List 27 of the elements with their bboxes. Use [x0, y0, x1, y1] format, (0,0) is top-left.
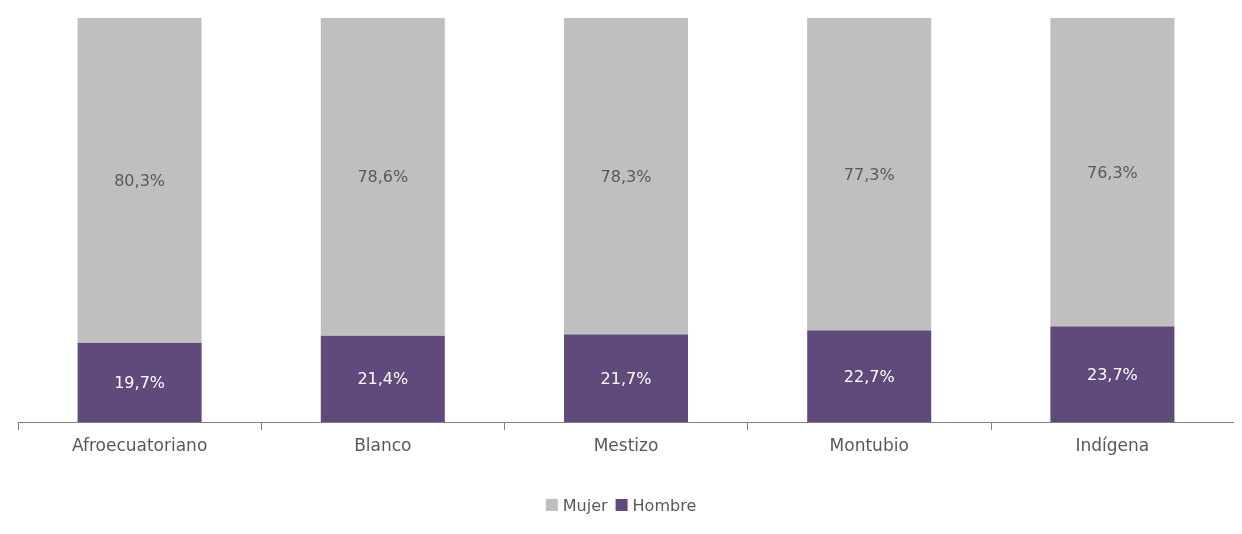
bar	[1050, 326, 1175, 422]
data-label: 78,6%	[357, 167, 409, 187]
x-tick-label: Afroecuatoriano	[71, 434, 208, 455]
bar	[1050, 18, 1175, 327]
bar	[563, 18, 689, 335]
data-label: 76,3%	[1086, 162, 1138, 182]
bar	[77, 18, 202, 343]
bar	[563, 334, 689, 422]
bar	[77, 342, 202, 422]
x-tick-label: Blanco	[354, 434, 412, 455]
legend-label: Mujer	[562, 495, 609, 515]
bar	[807, 330, 932, 422]
x-tick-label: Mestizo	[593, 434, 659, 455]
data-label: 21,4%	[357, 369, 409, 389]
bar	[320, 335, 445, 422]
data-label: 21,7%	[600, 368, 652, 388]
data-label: 23,7%	[1086, 364, 1138, 384]
bar	[807, 18, 932, 331]
bar	[320, 18, 445, 336]
x-tick-label: Indígena	[1075, 434, 1150, 455]
legend-label: Hombre	[632, 495, 697, 515]
data-label: 78,3%	[600, 166, 652, 186]
x-tick-label: Montubio	[829, 434, 909, 455]
data-label: 22,7%	[843, 366, 895, 386]
data-label: 19,7%	[114, 372, 166, 392]
data-label: 80,3%	[114, 170, 166, 190]
data-label: 77,3%	[843, 164, 895, 184]
